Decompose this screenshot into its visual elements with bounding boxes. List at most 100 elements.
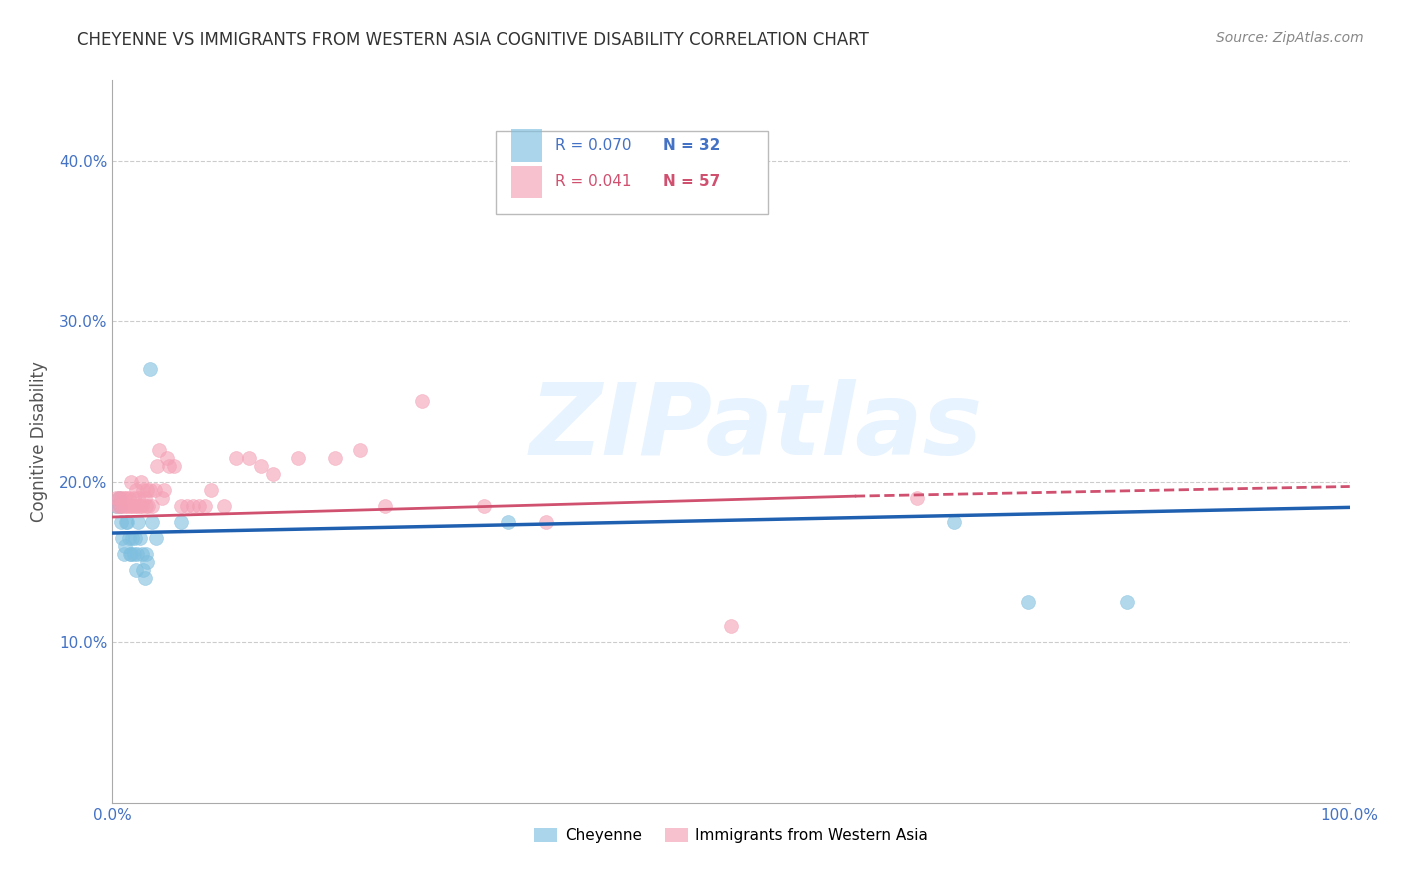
Point <box>121 499 143 513</box>
Point <box>134 571 156 585</box>
Point <box>146 458 169 473</box>
Point <box>138 362 160 376</box>
Point <box>942 515 965 529</box>
Point <box>127 499 149 513</box>
Point <box>107 491 129 505</box>
Point <box>122 547 145 561</box>
Point <box>128 499 150 513</box>
Point <box>145 531 167 545</box>
Point <box>125 483 148 497</box>
Point <box>117 515 139 529</box>
Point <box>143 483 166 497</box>
Point <box>135 547 157 561</box>
Point <box>105 499 128 513</box>
Point <box>115 491 138 505</box>
Point <box>135 499 157 513</box>
Point <box>136 483 159 497</box>
Text: Source: ZipAtlas.com: Source: ZipAtlas.com <box>1216 31 1364 45</box>
Point <box>129 475 152 489</box>
Point <box>132 483 155 497</box>
Point <box>176 499 198 513</box>
Point <box>194 499 217 513</box>
Point <box>169 499 191 513</box>
Point <box>1017 595 1039 609</box>
Point <box>105 491 128 505</box>
Legend: Cheyenne, Immigrants from Western Asia: Cheyenne, Immigrants from Western Asia <box>529 822 934 849</box>
Point <box>349 442 371 457</box>
Point <box>287 450 309 465</box>
Point <box>132 563 155 577</box>
Point <box>108 499 131 513</box>
Point <box>250 458 273 473</box>
Point <box>118 547 141 561</box>
Point <box>188 499 211 513</box>
Point <box>117 531 139 545</box>
Point <box>472 499 495 513</box>
Point <box>1116 595 1139 609</box>
Text: N = 32: N = 32 <box>664 137 720 153</box>
Point <box>169 515 191 529</box>
Text: N = 57: N = 57 <box>664 174 720 189</box>
Point <box>411 394 433 409</box>
Point <box>181 499 204 513</box>
Point <box>141 499 163 513</box>
Point <box>157 458 180 473</box>
Point <box>112 491 135 505</box>
Point <box>200 483 222 497</box>
Point <box>118 499 141 513</box>
Point <box>117 491 139 505</box>
Point <box>134 491 156 505</box>
Point <box>108 499 131 513</box>
Text: R = 0.070: R = 0.070 <box>555 137 631 153</box>
Point <box>120 475 142 489</box>
Point <box>114 539 136 553</box>
Point <box>136 555 159 569</box>
Point <box>498 515 520 529</box>
Point <box>131 547 153 561</box>
Point <box>111 499 134 513</box>
Point <box>121 531 143 545</box>
Point <box>107 491 129 505</box>
Point <box>111 531 134 545</box>
Point <box>262 467 284 481</box>
Point <box>117 499 139 513</box>
Point <box>127 491 149 505</box>
Point <box>534 515 557 529</box>
Point <box>138 483 160 497</box>
Point <box>131 499 153 513</box>
FancyBboxPatch shape <box>496 131 768 214</box>
Point <box>107 499 129 513</box>
Point <box>125 563 148 577</box>
Point <box>374 499 396 513</box>
Point <box>124 499 146 513</box>
Point <box>110 491 132 505</box>
Point <box>115 515 138 529</box>
Point <box>323 450 346 465</box>
FancyBboxPatch shape <box>510 129 541 162</box>
Point <box>212 499 235 513</box>
Point <box>148 442 170 457</box>
Point <box>153 483 176 497</box>
Point <box>122 491 145 505</box>
Point <box>138 499 160 513</box>
Point <box>127 515 149 529</box>
Y-axis label: Cognitive Disability: Cognitive Disability <box>30 361 48 522</box>
Text: ZIPatlas: ZIPatlas <box>529 378 983 475</box>
Point <box>720 619 742 633</box>
Point <box>112 547 135 561</box>
Point <box>124 531 146 545</box>
Point <box>905 491 928 505</box>
Point <box>225 450 247 465</box>
Point <box>127 547 149 561</box>
Point <box>114 499 136 513</box>
Point <box>120 547 142 561</box>
Point <box>141 515 163 529</box>
Point <box>128 531 150 545</box>
FancyBboxPatch shape <box>510 166 541 198</box>
Text: CHEYENNE VS IMMIGRANTS FROM WESTERN ASIA COGNITIVE DISABILITY CORRELATION CHART: CHEYENNE VS IMMIGRANTS FROM WESTERN ASIA… <box>77 31 869 49</box>
Text: R = 0.041: R = 0.041 <box>555 174 631 189</box>
Point <box>110 515 132 529</box>
Point <box>163 458 186 473</box>
Point <box>150 491 173 505</box>
Point <box>238 450 260 465</box>
